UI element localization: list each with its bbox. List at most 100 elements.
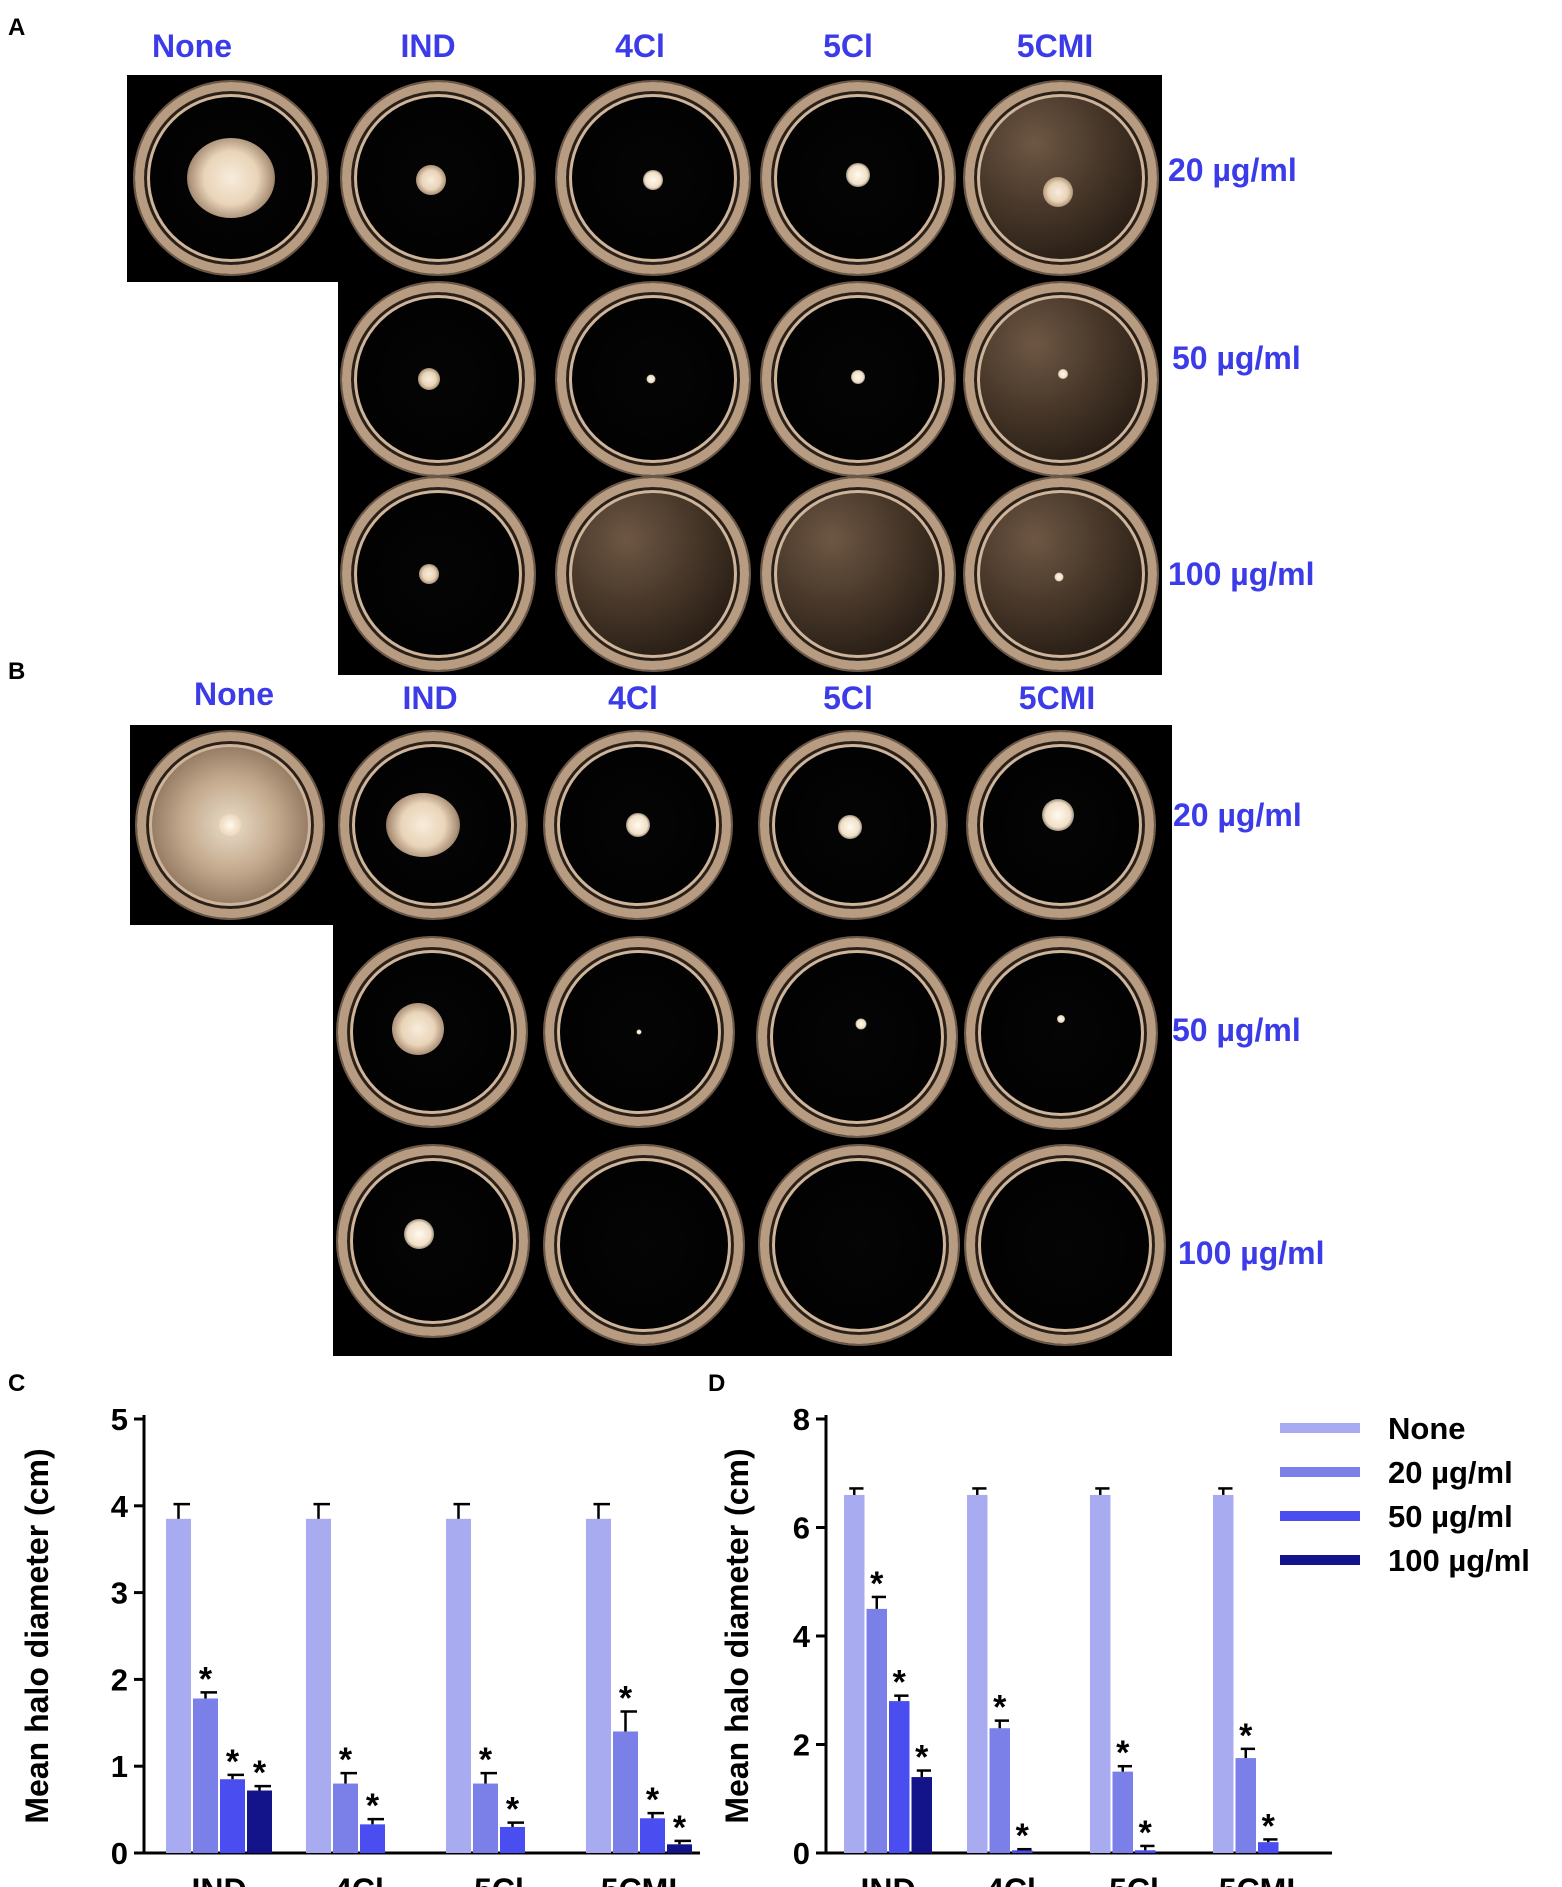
panel-a-col-ind: IND (400, 28, 456, 64)
bar (220, 1779, 245, 1853)
significance-marker: * (619, 1680, 633, 1718)
x-tick-label: 4Cl (334, 1872, 384, 1887)
significance-marker: * (993, 1689, 1007, 1727)
petri-dish (557, 478, 749, 670)
y-tick-label: 2 (793, 1728, 810, 1763)
x-tick-label: IND (860, 1872, 915, 1887)
x-tick-label: 5Cl (1109, 1872, 1159, 1887)
petri-dish (965, 82, 1157, 274)
colony (219, 814, 241, 836)
bar (1012, 1850, 1033, 1853)
petri-dish (758, 938, 956, 1136)
petri-dish (135, 82, 327, 274)
bar (473, 1783, 498, 1853)
bar (640, 1818, 665, 1853)
significance-marker: * (506, 1791, 520, 1829)
significance-marker: * (339, 1741, 353, 1779)
bar (613, 1731, 638, 1853)
bar (247, 1790, 272, 1853)
colony (392, 1002, 445, 1055)
panel-b-row-50: 50 µg/ml (1172, 1012, 1301, 1048)
panel-b-col-ind: IND (402, 680, 458, 716)
petri-dish (762, 82, 954, 274)
petri-dish (966, 1146, 1164, 1344)
bar (889, 1701, 910, 1853)
bar (446, 1518, 471, 1853)
petri-dish (545, 938, 733, 1126)
significance-marker: * (646, 1781, 660, 1819)
bar (333, 1783, 358, 1853)
bar (866, 1608, 887, 1853)
y-axis-label: Mean halo diameter (cm) (19, 1448, 55, 1823)
petri-dish (342, 82, 534, 274)
significance-marker: * (870, 1565, 884, 1603)
petri-dish (966, 938, 1156, 1128)
petri-dish (338, 938, 526, 1126)
significance-marker: * (366, 1787, 380, 1825)
y-tick-label: 8 (793, 1402, 810, 1437)
bar (166, 1518, 191, 1853)
y-tick-label: 1 (111, 1749, 128, 1784)
colony (646, 374, 656, 384)
panel-a-col-none: None (152, 28, 232, 64)
y-tick-label: 2 (111, 1662, 128, 1697)
bar (360, 1824, 385, 1853)
bar (193, 1698, 218, 1853)
petri-dish (545, 1146, 743, 1344)
legend-label: 100 µg/ml (1388, 1543, 1530, 1578)
colony (1041, 798, 1074, 831)
bar (500, 1826, 525, 1853)
panel-b-row-20: 20 µg/ml (1173, 797, 1302, 833)
colony (1057, 1015, 1065, 1024)
significance-marker: * (1016, 1817, 1030, 1855)
significance-marker: * (1139, 1814, 1153, 1852)
panel-a-row-50: 50 µg/ml (1172, 340, 1301, 376)
panel-b-letter: B (8, 658, 26, 685)
bar (1112, 1771, 1133, 1853)
panel-a-letter: A (8, 14, 26, 41)
colony (418, 368, 441, 390)
y-tick-label: 4 (793, 1619, 811, 1654)
bar (967, 1494, 988, 1853)
colony (1042, 176, 1073, 207)
petri-dish (557, 283, 749, 475)
legend-label: 20 µg/ml (1388, 1455, 1513, 1490)
bar (1258, 1842, 1279, 1853)
petri-dish (762, 478, 954, 670)
bar (911, 1777, 932, 1853)
bar (586, 1518, 611, 1853)
legend-label: None (1388, 1411, 1466, 1446)
petri-dish (965, 478, 1157, 670)
colony (404, 1219, 435, 1250)
y-axis-label: Mean halo diameter (cm) (719, 1448, 755, 1823)
x-tick-label: 5CMI (601, 1872, 677, 1887)
significance-marker: * (893, 1664, 907, 1702)
y-tick-label: 5 (111, 1402, 128, 1437)
colony (416, 164, 447, 195)
colony (626, 813, 650, 837)
x-tick-label: 5CMI (1219, 1872, 1295, 1887)
y-tick-label: 0 (111, 1836, 128, 1871)
panel-c-letter: C (8, 1370, 26, 1397)
colony (643, 169, 663, 190)
bar (1090, 1494, 1111, 1853)
petri-dish (760, 732, 946, 918)
significance-marker: * (226, 1743, 240, 1781)
significance-marker: * (1239, 1717, 1253, 1755)
petri-dish (762, 283, 954, 475)
petri-dish (760, 1146, 958, 1344)
petri-dish (340, 732, 526, 918)
petri-dish (338, 1146, 528, 1336)
legend-label: 50 µg/ml (1388, 1499, 1513, 1534)
bar (306, 1518, 331, 1853)
panel-a-row-20: 20 µg/ml (1168, 152, 1297, 188)
panel-b-col-5cmi: 5CMI (1018, 680, 1096, 716)
colony (385, 793, 460, 857)
bar (667, 1844, 692, 1853)
bar (844, 1494, 865, 1853)
panel-d-letter: D (708, 1370, 726, 1397)
petri-dish (137, 732, 323, 918)
colony (851, 370, 865, 385)
chart-c: Mean halo diameter (cm) 0 1 2 3 4 5 * * * IND * * 4Cl… (19, 1402, 700, 1887)
panel-b-col-4cl: 4Cl (608, 680, 658, 716)
